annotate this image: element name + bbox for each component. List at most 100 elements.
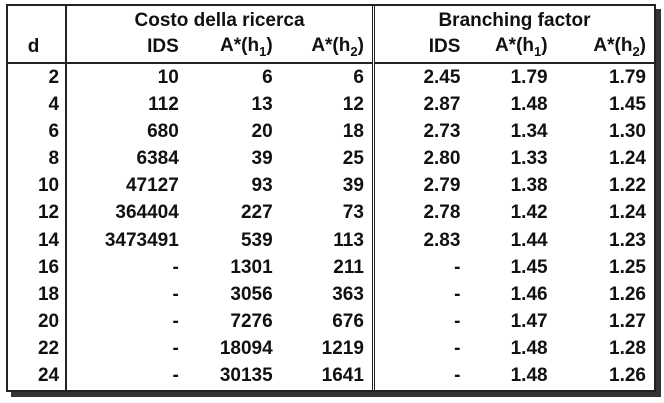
cell-cost-astar-h1: 3056 [230, 283, 273, 305]
table-row: 4 112 13 12 2.87 1.48 1.45 [8, 91, 654, 119]
cell-cost-astar-h2: 1219 [280, 335, 375, 363]
cell-cost-ids: - [172, 365, 179, 387]
cell-bf-astar-h2: 1.23 [609, 229, 646, 251]
cell-bf-astar-h2: 1.45 [609, 93, 646, 115]
cell-d: 24 [8, 362, 68, 390]
cell-bf-ids: 2.87 [423, 93, 461, 115]
cell-bf-astar-h1: 1.48 [510, 365, 548, 387]
column-header-d: d [8, 32, 68, 64]
cell-bf-ids: - [454, 338, 461, 360]
cell-bf-ids: 2.83 [423, 229, 461, 251]
column-header-cost-ids: IDS [66, 32, 187, 64]
cell-bf-astar-h1: 1.48 [510, 338, 548, 360]
cell-cost-astar-h1: 20 [251, 120, 273, 142]
cell-bf-astar-h1: 1.48 [510, 93, 548, 115]
table-row: 14 3473491 539 113 2.83 1.44 1.23 [8, 227, 654, 255]
cell-cost-astar-h1: 6 [262, 66, 273, 88]
group-header-branching: Branching factor [438, 10, 591, 31]
cell-cost-astar-h2: 12 [280, 91, 375, 119]
cell-cost-astar-h2: 25 [280, 145, 375, 173]
cell-cost-ids: 364404 [115, 202, 179, 224]
table-row: 10 47127 93 39 2.79 1.38 1.22 [8, 172, 654, 200]
group-header-empty [8, 6, 68, 32]
cell-bf-ids: 2.79 [423, 175, 461, 197]
column-header-bf-astar-h2: A*(h2) [555, 32, 654, 64]
cell-cost-astar-h1: 7276 [230, 311, 273, 333]
cell-cost-astar-h2: 211 [280, 254, 375, 282]
cell-bf-ids: - [454, 365, 461, 387]
cell-d: 14 [8, 227, 68, 255]
cell-bf-astar-h2: 1.27 [609, 311, 646, 333]
cell-bf-astar-h2: 1.24 [609, 202, 646, 224]
cell-cost-astar-h2: 1641 [280, 362, 375, 390]
cell-cost-astar-h1: 39 [251, 148, 273, 170]
cell-bf-ids: - [454, 283, 461, 305]
cell-d: 6 [8, 118, 68, 146]
cell-d: 16 [8, 254, 68, 282]
results-table-frame: Costo della ricerca Branching factor d I… [6, 4, 656, 392]
cell-cost-ids: - [172, 311, 179, 333]
cell-cost-astar-h1: 13 [251, 93, 273, 115]
search-cost-table: Costo della ricerca Branching factor d I… [8, 6, 654, 390]
cell-cost-ids: - [172, 256, 179, 278]
column-header-cost-astar-h1: A*(h1) [186, 32, 281, 64]
cell-cost-ids: 3473491 [104, 229, 179, 251]
cell-cost-astar-h2: 113 [280, 227, 375, 255]
cell-bf-astar-h2: 1.26 [609, 365, 646, 387]
column-header-bf-ids: IDS [373, 32, 469, 64]
cell-bf-astar-h2: 1.25 [609, 256, 646, 278]
cell-bf-astar-h2: 1.22 [609, 175, 646, 197]
cell-bf-astar-h1: 1.42 [510, 202, 548, 224]
cell-cost-ids: 680 [147, 120, 179, 142]
cell-cost-astar-h1: 1301 [230, 256, 273, 278]
cell-bf-ids: - [454, 311, 461, 333]
column-header-cost-astar-h2: A*(h2) [280, 32, 375, 64]
group-header-cost: Costo della ricerca [66, 6, 375, 32]
cell-bf-astar-h2: 1.30 [609, 120, 646, 142]
cell-bf-astar-h2: 1.26 [609, 283, 646, 305]
cell-cost-ids: 6384 [136, 148, 179, 170]
cell-bf-astar-h2: 1.28 [609, 338, 646, 360]
cell-d: 10 [8, 172, 68, 200]
cell-cost-astar-h1: 539 [240, 229, 273, 251]
table-row: 22 - 18094 1219 - 1.48 1.28 [8, 335, 654, 363]
cell-cost-astar-h1: 30135 [219, 365, 273, 387]
cell-bf-astar-h2: 1.24 [609, 148, 646, 170]
table-row: 20 - 7276 676 - 1.47 1.27 [8, 308, 654, 336]
cell-bf-ids: 2.73 [423, 120, 461, 142]
cell-bf-astar-h1: 1.34 [510, 120, 548, 142]
cell-cost-ids: 112 [148, 93, 179, 115]
cell-cost-astar-h2: 39 [280, 172, 375, 200]
cell-bf-ids: 2.45 [423, 66, 461, 88]
cell-bf-astar-h1: 1.47 [510, 311, 548, 333]
cell-cost-astar-h2: 363 [280, 281, 375, 309]
cell-bf-astar-h1: 1.45 [510, 256, 548, 278]
cell-bf-ids: 2.80 [423, 148, 461, 170]
cell-bf-astar-h2: 1.79 [609, 66, 646, 88]
cell-d: 12 [8, 199, 68, 228]
cell-d: 22 [8, 335, 68, 363]
cell-bf-ids: 2.78 [423, 202, 461, 224]
cell-cost-ids: - [172, 283, 179, 305]
table-body: 2 10 6 6 2.45 1.79 1.79 4 112 13 12 2.87 1.48 1.45 6 68… [8, 63, 654, 390]
table-row: 16 - 1301 211 - 1.45 1.25 [8, 254, 654, 282]
cell-cost-astar-h1: 18094 [219, 338, 273, 360]
cell-bf-astar-h1: 1.46 [510, 283, 548, 305]
cell-cost-astar-h1: 227 [240, 202, 273, 224]
table-row: 8 6384 39 25 2.80 1.33 1.24 [8, 145, 654, 173]
cell-bf-astar-h1: 1.33 [510, 148, 548, 170]
table-row: 12 364404 227 73 2.78 1.42 1.24 [8, 199, 654, 228]
cell-d: 18 [8, 281, 68, 309]
table-row: 24 - 30135 1641 - 1.48 1.26 [8, 362, 654, 390]
cell-cost-astar-h2: 18 [280, 118, 375, 146]
cell-bf-ids: - [454, 256, 461, 278]
cell-bf-astar-h1: 1.38 [510, 175, 548, 197]
table-row: 18 - 3056 363 - 1.46 1.26 [8, 281, 654, 309]
column-header-bf-astar-h1: A*(h1) [468, 32, 556, 64]
cell-d: 2 [8, 63, 68, 92]
group-header-row: Costo della ricerca Branching factor [8, 6, 654, 32]
table-row: 6 680 20 18 2.73 1.34 1.30 [8, 118, 654, 146]
cell-bf-astar-h1: 1.79 [510, 66, 548, 88]
cell-d: 8 [8, 145, 68, 173]
cell-d: 20 [8, 308, 68, 336]
